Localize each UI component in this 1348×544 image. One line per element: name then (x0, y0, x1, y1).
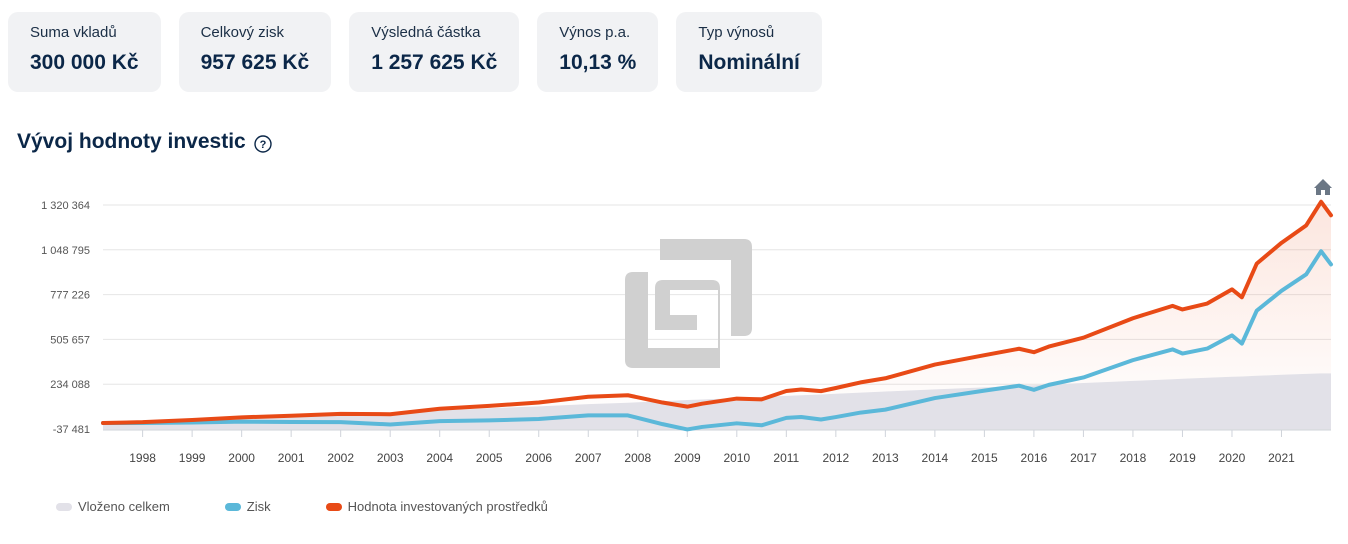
legend-label: Hodnota investovaných prostředků (347, 499, 548, 514)
y-tick-label: 505 657 (50, 334, 90, 346)
y-tick-label: 777 226 (50, 290, 90, 302)
x-tick-label: 2014 (922, 451, 949, 465)
legend-swatch (224, 502, 241, 511)
x-tick-label: 2003 (377, 451, 404, 465)
stat-value: 1 257 625 Kč (371, 51, 498, 74)
question-circle-icon[interactable]: ? (254, 134, 272, 153)
x-tick-label: 1998 (129, 451, 156, 465)
stat-value: 10,13 % (559, 51, 637, 74)
y-tick-label: 234 088 (50, 379, 90, 391)
stat-label: Výsledná částka (371, 24, 481, 41)
x-tick-label: 2015 (971, 451, 998, 465)
stat-label: Typ výnosů (698, 24, 775, 41)
x-tick-label: 2012 (822, 451, 849, 465)
svg-text:?: ? (259, 139, 266, 151)
x-tick-label: 2001 (278, 451, 305, 465)
value-area (103, 201, 1331, 423)
x-tick-label: 2002 (327, 451, 354, 465)
legend-label: Zisk (246, 499, 271, 514)
x-tick-label: 2000 (228, 451, 255, 465)
x-tick-label: 2021 (1268, 451, 1295, 465)
stat-card-profit: Celkový zisk 957 625 Kč (178, 12, 332, 92)
legend-swatch (56, 502, 72, 511)
legend-item-deposited[interactable]: Vloženo celkem (56, 499, 170, 514)
stat-card-yield: Výnos p.a. 10,13 % (537, 12, 659, 92)
stat-card-deposits: Suma vkladů 300 000 Kč (8, 12, 161, 92)
x-tick-label: 2019 (1169, 451, 1196, 465)
legend-swatch (325, 502, 342, 511)
x-tick-label: 2011 (773, 451, 799, 465)
legend-item-profit[interactable]: Zisk (224, 499, 271, 514)
section-title-text: Vývoj hodnoty investic (17, 130, 246, 153)
x-tick-label: 2018 (1120, 451, 1147, 465)
x-tick-label: 1999 (179, 451, 206, 465)
stats-row: Suma vkladů 300 000 Kč Celkový zisk 957 … (8, 12, 822, 92)
x-tick-label: 2016 (1021, 451, 1048, 465)
stat-label: Suma vkladů (30, 24, 117, 41)
stat-label: Celkový zisk (200, 24, 284, 41)
y-tick-label: 1 320 364 (41, 200, 90, 212)
x-tick-label: 2007 (575, 451, 602, 465)
legend-label: Vloženo celkem (78, 499, 170, 514)
x-tick-label: 2005 (476, 451, 503, 465)
stat-label: Výnos p.a. (559, 24, 631, 41)
home-icon[interactable] (1314, 179, 1332, 195)
x-tick-label: 2010 (723, 451, 750, 465)
value-series-line (101, 199, 1333, 425)
stat-value: 957 625 Kč (200, 51, 310, 74)
x-tick-label: 2020 (1219, 451, 1246, 465)
x-tick-label: 2017 (1070, 451, 1097, 465)
x-tick-label: 2009 (674, 451, 701, 465)
logo-watermark (625, 239, 752, 368)
stat-value: Nominální (698, 51, 800, 74)
x-tick-label: 2013 (872, 451, 899, 465)
stat-value: 300 000 Kč (30, 51, 139, 74)
chart-legend: Vloženo celkem Zisk Hodnota investovanýc… (56, 499, 603, 514)
section-title: Vývoj hodnoty investic ? (17, 130, 272, 154)
legend-item-value[interactable]: Hodnota investovaných prostředků (325, 499, 548, 514)
y-tick-label: -37 481 (53, 424, 90, 436)
y-tick-label: 1 048 795 (41, 245, 90, 257)
x-tick-label: 2006 (525, 451, 552, 465)
x-tick-label: 2004 (426, 451, 453, 465)
profit-series-line (101, 249, 1333, 432)
x-tick-label: 2008 (624, 451, 651, 465)
investment-chart: 1 320 364 1 048 795 777 226 505 657 234 088 -… (41, 179, 1333, 465)
stat-card-final-amount: Výsledná částka 1 257 625 Kč (349, 12, 520, 92)
stat-card-yield-type: Typ výnosů Nominální (676, 12, 822, 92)
